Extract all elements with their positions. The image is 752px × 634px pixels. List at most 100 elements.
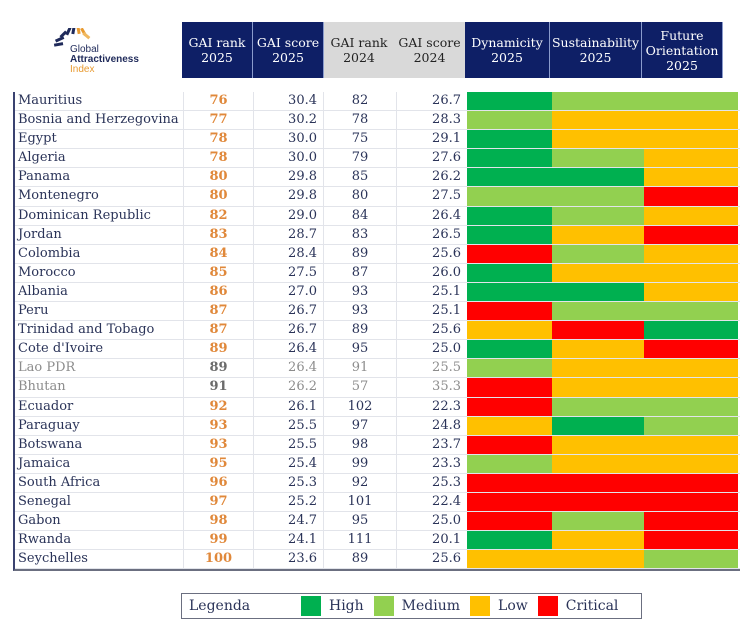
sustainability-level-cell [552, 149, 644, 168]
sustainability-level-cell [552, 473, 644, 492]
gai-rank-2025-cell: 92 [184, 397, 254, 416]
gai-score-2025-cell: 30.4 [254, 92, 324, 111]
gai-rank-2024-cell: 83 [324, 225, 397, 244]
country-cell: South Africa [15, 473, 184, 492]
header-gai-score-2025: GAI score 2025 [253, 22, 324, 78]
gai-score-2024-cell: 24.8 [432, 417, 461, 433]
table-row: Peru 87 26.7 93 25.1 [15, 302, 740, 322]
gai-rank-2025-cell: 89 [184, 340, 254, 359]
gai-score-2024-cell: 23.7 [432, 436, 461, 452]
gai-rank-2025-cell: 80 [184, 187, 254, 206]
gai-score-2024-cell: 25.5 [432, 360, 461, 376]
gai-score-2024-cell: 27.5 [432, 188, 461, 204]
dynamicity-level-cell [467, 378, 552, 397]
future-orientation-level-cell [644, 111, 738, 130]
table-row: Gabon 98 24.7 95 25.0 [15, 512, 740, 532]
legend-swatch-critical [537, 596, 558, 616]
sustainability-level-cell [552, 359, 644, 378]
gai-score-2025-cell: 25.5 [254, 435, 324, 454]
sustainability-level-cell [552, 340, 644, 359]
gai-score-2025-cell: 29.8 [254, 187, 324, 206]
country-cell: Gabon [15, 512, 184, 531]
gai-score-2025-cell: 26.1 [254, 397, 324, 416]
gai-rank-2024-cell: 89 [324, 550, 397, 569]
legend: Legenda High Medium Low Critical [181, 593, 642, 619]
gai-score-2024-cell: 35.3 [432, 379, 461, 395]
gai-score-2025-cell: 25.3 [254, 473, 324, 492]
legend-swatch-high [301, 596, 321, 616]
sustainability-level-cell [552, 435, 644, 454]
country-cell: Morocco [15, 263, 184, 282]
gai-rank-2025-cell: 91 [184, 378, 254, 397]
legend-label-high: High [329, 598, 364, 614]
future-orientation-level-cell [644, 416, 738, 435]
legend-swatch-medium [373, 596, 394, 616]
gai-score-2024-cell: 20.1 [432, 532, 461, 548]
table-row: Panama 80 29.8 85 26.2 [15, 168, 740, 188]
table-row: Trinidad and Tobago 87 26.7 89 25.6 [15, 321, 740, 341]
gai-rank-2024-cell: 111 [324, 531, 397, 550]
legend-label-medium: Medium [401, 598, 461, 614]
gai-score-2024-cell: 25.6 [432, 245, 461, 261]
dynamicity-level-cell [467, 512, 552, 531]
sustainability-level-cell [552, 512, 644, 531]
gai-score-2024-cell: 27.6 [432, 150, 461, 166]
gai-score-2024-cell: 28.3 [432, 112, 461, 128]
table-row: Ecuador 92 26.1 102 22.3 [15, 397, 740, 417]
future-orientation-level-cell [644, 282, 738, 302]
gai-score-2024-cell: 25.1 [432, 283, 461, 299]
gai-rank-2024-cell: 78 [324, 111, 397, 130]
dynamicity-level-cell [467, 473, 552, 492]
future-orientation-level-cell [644, 130, 738, 149]
sustainability-level-cell [552, 244, 644, 263]
future-orientation-level-cell [644, 473, 738, 492]
gai-score-2025-cell: 25.5 [254, 416, 324, 435]
country-cell: Albania [15, 282, 184, 302]
gai-rank-2025-cell: 96 [184, 473, 254, 492]
header-gai-rank-2024: GAI rank 2024 [324, 22, 394, 78]
gai-score-2025-cell: 24.7 [254, 512, 324, 531]
table-row: Mauritius 76 30.4 82 26.7 [15, 92, 740, 112]
table-row: Colombia 84 28.4 89 25.6 [15, 244, 740, 264]
country-cell: Bhutan [15, 378, 184, 397]
gai-score-2025-cell: 30.0 [254, 149, 324, 168]
dynamicity-level-cell [467, 340, 552, 359]
table-row: Montenegro 80 29.8 80 27.5 [15, 187, 740, 207]
future-orientation-level-cell [644, 187, 738, 206]
dynamicity-level-cell [467, 359, 552, 378]
country-cell: Mauritius [15, 92, 184, 111]
gai-rank-2025-cell: 98 [184, 512, 254, 531]
gai-score-2025-cell: 26.2 [254, 378, 324, 397]
sustainability-level-cell [552, 206, 644, 225]
gai-score-2024-cell: 25.0 [432, 341, 461, 357]
gai-score-2024-cell: 25.1 [432, 303, 461, 319]
country-cell: Ecuador [15, 397, 184, 416]
legend-title: Legenda [189, 598, 251, 614]
table-row: Egypt 78 30.0 75 29.1 [15, 130, 740, 150]
sustainability-level-cell [552, 282, 644, 302]
table-row: Lao PDR 89 26.4 91 25.5 [15, 359, 740, 379]
gai-rank-2024-cell: 79 [324, 149, 397, 168]
gai-rank-2025-cell: 95 [184, 454, 254, 473]
gai-rank-2024-cell: 80 [324, 187, 397, 206]
dynamicity-level-cell [467, 454, 552, 473]
legend-label-low: Low [498, 598, 528, 614]
dynamicity-level-cell [467, 531, 552, 550]
gai-score-2024-cell: 26.0 [432, 264, 461, 280]
gai-score-2025-cell: 26.4 [254, 359, 324, 378]
dynamicity-level-cell [467, 187, 552, 206]
sustainability-level-cell [552, 111, 644, 130]
country-cell: Cote d'Ivoire [15, 340, 184, 359]
sustainability-level-cell [552, 321, 644, 340]
country-cell: Botswana [15, 435, 184, 454]
dynamicity-level-cell [467, 244, 552, 263]
country-cell: Montenegro [15, 187, 184, 206]
table-row: Botswana 93 25.5 98 23.7 [15, 435, 740, 455]
sustainability-level-cell [552, 416, 644, 435]
table-row: Albania 86 27.0 93 25.1 [15, 282, 740, 303]
future-orientation-level-cell [644, 206, 738, 225]
gai-score-2024-cell: 29.1 [432, 131, 461, 147]
sustainability-level-cell [552, 168, 644, 187]
dynamicity-level-cell [467, 225, 552, 244]
ranking-table: Mauritius 76 30.4 82 26.7 Bosnia and Herzegov… [13, 92, 740, 572]
